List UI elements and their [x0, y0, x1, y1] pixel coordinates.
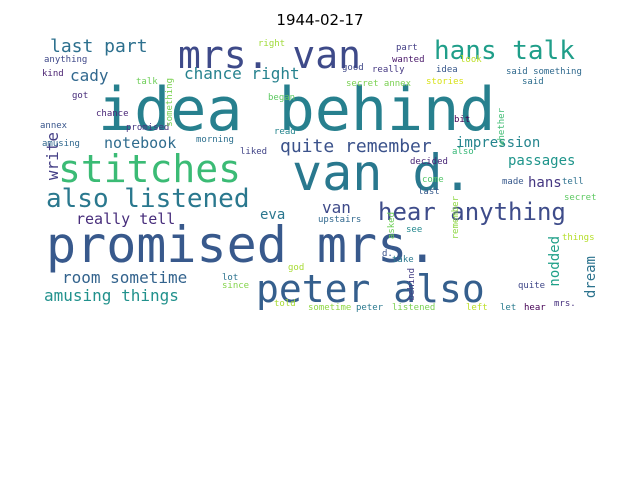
cloud-word: amusing — [42, 139, 80, 149]
cloud-word: liked — [240, 147, 268, 157]
cloud-word: told — [274, 299, 296, 309]
cloud-word: impression — [456, 135, 541, 151]
cloud-word: asked — [387, 212, 397, 240]
cloud-word: come — [422, 175, 444, 185]
cloud-word: things — [562, 233, 595, 243]
cloud-word: notebook — [104, 134, 177, 152]
cloud-word: idea — [436, 65, 458, 75]
cloud-word: see — [406, 225, 423, 235]
cloud-word: take — [392, 255, 414, 265]
cloud-word: really — [372, 65, 405, 75]
cloud-word: kind — [42, 69, 64, 79]
cloud-word: van — [322, 198, 351, 217]
cloud-word: peter — [356, 303, 384, 313]
cloud-word: really tell — [76, 210, 176, 228]
cloud-word: last part — [50, 36, 148, 57]
cloud-word: dream — [583, 256, 599, 299]
cloud-word: hear — [524, 303, 546, 313]
cloud-word: got — [72, 91, 89, 101]
cloud-word: room sometime — [62, 268, 188, 287]
cloud-word: read — [274, 127, 296, 137]
cloud-word: quite remember — [280, 136, 432, 157]
cloud-word: chance right — [184, 64, 300, 83]
cloud-word: let — [500, 303, 517, 313]
cloud-word: passages — [508, 153, 576, 169]
cloud-word: since — [222, 281, 250, 291]
cloud-word: stories — [426, 77, 464, 87]
cloud-word: peter also — [256, 267, 485, 311]
cloud-word: part — [396, 43, 418, 53]
cloud-word: also — [452, 147, 474, 157]
cloud-word: promised — [126, 123, 170, 133]
cloud-word: quite — [518, 281, 546, 291]
cloud-word: secret annex — [346, 79, 412, 89]
cloud-word: look — [460, 55, 482, 65]
cloud-word: behind — [407, 268, 417, 301]
cloud-word: right — [258, 39, 286, 49]
cloud-word: remember — [451, 196, 461, 240]
cloud-word: d. — [382, 249, 393, 259]
cloud-word: also listened — [46, 184, 250, 214]
cloud-word: van d. — [292, 144, 473, 202]
cloud-word: anything — [44, 55, 88, 65]
cloud-word: good — [342, 63, 364, 73]
cloud-word: said — [522, 77, 544, 87]
cloud-word: morning — [196, 135, 234, 145]
cloud-word: stitches — [58, 147, 242, 191]
cloud-word: chance — [96, 109, 129, 119]
cloud-word: tell — [562, 177, 584, 187]
cloud-word: sometime — [308, 303, 352, 313]
cloud-word: decided — [410, 157, 448, 167]
cloud-word: cady — [70, 66, 109, 85]
cloud-word: hear anything — [378, 198, 566, 226]
cloud-word: listened — [392, 303, 436, 313]
cloud-word: upstairs — [318, 215, 362, 225]
cloud-word: wanted — [392, 55, 425, 65]
cloud-word: left — [466, 303, 488, 313]
cloud-word: mrs. — [554, 299, 576, 309]
cloud-word: eva — [260, 207, 286, 223]
cloud-word: nodded — [547, 236, 563, 287]
cloud-word: promised mrs. — [46, 216, 438, 274]
cloud-word: last — [418, 187, 440, 197]
cloud-word: lot — [222, 273, 239, 283]
cloud-word: began — [268, 93, 296, 103]
cloud-word: amusing things — [44, 286, 179, 305]
cloud-word: secret — [564, 193, 597, 203]
cloud-word: hans — [528, 175, 562, 191]
cloud-word: something — [165, 78, 175, 127]
cloud-word: whether — [497, 108, 507, 146]
cloud-word: said something — [506, 67, 582, 77]
cloud-word: mrs. van — [178, 36, 362, 77]
plot-title: 1944-02-17 — [276, 11, 364, 29]
cloud-word: talk — [136, 77, 158, 87]
cloud-word: made — [502, 177, 524, 187]
cloud-word: annex — [40, 121, 68, 131]
word-cloud: idea behind promised mrs. van d. stitches pe… — [40, 36, 600, 316]
cloud-word: hans talk — [434, 36, 575, 66]
cloud-word: bit — [454, 115, 471, 125]
cloud-word: idea behind — [98, 75, 496, 145]
cloud-word: god — [288, 263, 305, 273]
